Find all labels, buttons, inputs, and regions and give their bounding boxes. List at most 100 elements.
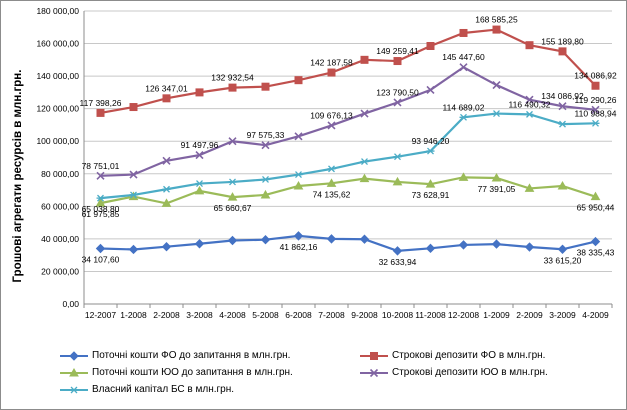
data-label: 65 660,67 [214,203,252,213]
y-tick-label: 60 000,00 [41,201,79,211]
data-point [591,105,600,114]
data-label: 119 290,26 [575,95,617,105]
data-point [128,244,139,255]
legend-label: Власний капітал БС в млн.грн. [92,384,235,395]
data-point [360,55,369,64]
legend-swatch-icon [60,367,88,376]
data-point [425,243,436,254]
data-point [294,76,303,85]
x-tick-label: 10-2008 [382,310,413,320]
x-tick-label: 7-2008 [318,310,345,320]
data-point [194,185,205,195]
legend-item: Строкові депозити ФО в млн.грн. [360,350,545,361]
y-tick-label: 0,00 [62,299,79,309]
legend-swatch-icon [360,351,388,360]
legend: Поточні кошти ФО до запитання в млн.грн.… [60,346,620,406]
data-point [161,241,172,252]
data-point [558,102,567,111]
data-label: 109 676,13 [310,110,353,120]
data-point [195,150,204,160]
data-point [360,109,369,118]
data-label: 142 187,58 [310,58,353,68]
data-label: 65 038,80 [82,204,120,214]
data-point [161,198,172,207]
data-label: 132 932,54 [211,73,254,83]
data-label: 77 391,05 [478,184,516,194]
data-point [491,173,502,182]
legend-item: Власний капітал БС в млн.грн. [60,384,234,395]
data-point [459,63,468,72]
data-point [129,103,138,112]
legend-label: Поточні кошти ЮО до запитання в млн.грн. [92,367,293,378]
data-point [459,28,468,37]
data-label: 117 398,26 [80,98,122,108]
data-point [557,180,568,190]
data-point [458,172,469,181]
data-label: 155 189,80 [541,36,584,46]
data-point [360,158,369,166]
legend-label: Поточні кошти ФО до запитання в млн.грн. [92,350,291,361]
data-point [95,243,106,254]
x-tick-label: 11-2008 [415,310,446,320]
legend-marker [69,350,79,361]
data-label: 116 490,32 [509,99,551,109]
data-label: 78 751,01 [82,161,120,171]
data-point [590,191,601,201]
y-tick-label: 160 000,00 [36,39,79,49]
legend-marker [369,368,379,377]
data-point [228,83,237,92]
data-point [557,244,568,254]
data-label: 97 575,33 [247,130,285,140]
x-tick-label: 4-2008 [219,310,246,320]
x-tick-label: 6-2008 [285,310,312,320]
data-point [558,47,567,56]
data-label: 110 988,94 [575,108,617,118]
data-point [524,183,535,192]
data-point [293,180,304,190]
legend-item: Поточні кошти ЮО до запитання в млн.грн. [60,367,293,378]
data-point [590,236,601,247]
data-point [162,156,171,165]
data-point [525,110,534,118]
data-point [260,234,271,245]
data-point [294,171,303,179]
data-point [162,185,171,193]
data-point [591,119,600,127]
data-point [425,179,436,188]
data-point [392,176,403,186]
legend-item: Поточні кошти ФО до запитання в млн.грн. [60,350,290,361]
data-label: 114 689,02 [443,102,485,112]
data-point [129,191,138,199]
data-point [359,173,370,183]
y-tick-label: 180 000,00 [36,6,79,16]
legend-item: Строкові депозити ЮО в млн.грн. [360,367,548,378]
data-point [327,68,336,77]
x-tick-label: 2-2009 [516,310,543,320]
series-line [100,28,597,114]
series-line [100,176,596,205]
data-label: 33 615,20 [544,255,582,265]
x-tick-label: 12-2008 [448,310,479,320]
series-line [100,65,596,177]
data-point [162,94,171,103]
data-point [96,171,105,180]
y-tick-label: 140 000,00 [36,71,79,81]
x-tick-label: 3-2009 [549,310,576,320]
data-label: 145 447,60 [442,52,485,62]
x-tick-label: 2-2008 [153,310,180,320]
data-point [195,88,204,97]
data-point [195,180,204,188]
data-label: 93 946,20 [412,136,450,146]
data-point [261,82,270,91]
x-tick-label: 3-2008 [186,310,213,320]
data-point [492,25,501,34]
data-label: 38 335,43 [577,248,615,258]
data-point [393,153,402,161]
data-point [459,113,468,121]
y-axis-title: Грошові агрегати ресурсів в млн.грн. [12,69,24,283]
y-tick-label: 120 000,00 [36,104,79,114]
legend-label: Строкові депозити ЮО в млн.грн. [392,367,548,378]
x-tick-label: 5-2008 [252,310,279,320]
data-point [96,108,105,117]
